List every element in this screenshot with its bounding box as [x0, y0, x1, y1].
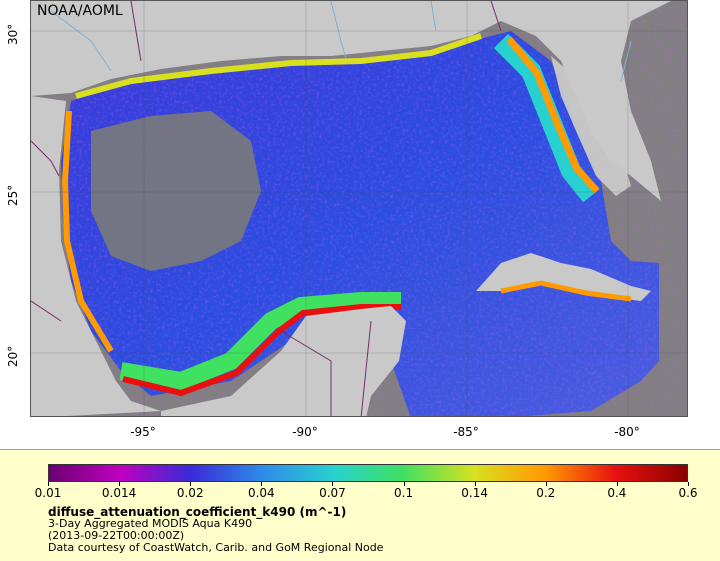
colorbar-tick-label: 0.4	[607, 486, 627, 500]
colorbar-tick-label: 0.014	[101, 486, 137, 500]
land-mexico-west	[31, 96, 161, 416]
legend-product: 3-Day Aggregated MODIS Aqua K490	[48, 517, 253, 530]
mexico-coast-band	[61, 110, 114, 353]
legend-credit: Data courtesy of CoastWatch, Carib. and …	[48, 541, 384, 554]
colorbar-tick-mark	[261, 482, 263, 486]
florida-coast-band-inner	[506, 36, 600, 194]
colorbar-tick-label: 0.14	[461, 486, 489, 500]
political-borders	[31, 1, 502, 416]
colorbar-tick-mark	[474, 482, 476, 486]
florida-coast-band	[493, 33, 599, 203]
lat-tick-30: 30°	[6, 23, 20, 45]
colorbar-tick-label: 0.02	[176, 486, 204, 500]
lat-tick-25: 25°	[6, 184, 20, 206]
colorbar-tick-label: 0.04	[247, 486, 275, 500]
lon-tick-85: -85°	[453, 425, 479, 439]
watermark: NOAA/AOML	[37, 3, 123, 19]
yucatan-coast-band-inner	[122, 304, 401, 397]
rivers	[50, 1, 632, 82]
graticule	[31, 1, 687, 416]
colorbar-tick-label: 0.01	[34, 486, 62, 500]
colorbar-tick-label: 0.6	[678, 486, 698, 500]
land-florida	[551, 56, 631, 196]
cuba-coast-band	[500, 280, 632, 302]
colorbar-tick-mark	[616, 482, 618, 486]
legend-panel: 0.01 0.014 0.02 0.04 0.07 0.1 0.14 0.2 0.4 0.6 di…	[0, 449, 720, 561]
colorbar-tick-mark	[190, 482, 192, 486]
colorbar	[48, 464, 688, 482]
lon-tick-80: -80°	[614, 425, 640, 439]
colorbar-tick-mark	[48, 482, 49, 486]
lat-tick-20: 20°	[6, 345, 20, 367]
colorbar-tick-label: 0.07	[319, 486, 346, 500]
colorbar-tick-mark	[688, 482, 689, 486]
land-cuba	[476, 253, 651, 301]
map-canvas[interactable]	[31, 1, 688, 417]
colorbar-tick-mark	[545, 482, 547, 486]
legend-title: diffuse_attenuation_coefficient_k490 (m^…	[48, 505, 347, 519]
northern-coast-band	[75, 33, 482, 99]
lon-tick-90: -90°	[292, 425, 318, 439]
lon-tick-95: -95°	[130, 425, 156, 439]
map-panel[interactable]	[30, 0, 688, 417]
legend-date: (2013-09-22T00:00:00Z)	[48, 529, 185, 542]
colorbar-tick-mark	[403, 482, 405, 486]
land-yucatan	[161, 306, 406, 416]
colorbar-tick-label: 0.2	[536, 486, 556, 500]
colorbar-tick-label: 0.1	[394, 486, 414, 500]
colorbar-tick-mark	[119, 482, 121, 486]
land-north	[31, 1, 687, 201]
yucatan-coast-band	[119, 292, 401, 391]
colorbar-tick-mark	[332, 482, 334, 486]
cloud-gap-west	[91, 111, 261, 271]
